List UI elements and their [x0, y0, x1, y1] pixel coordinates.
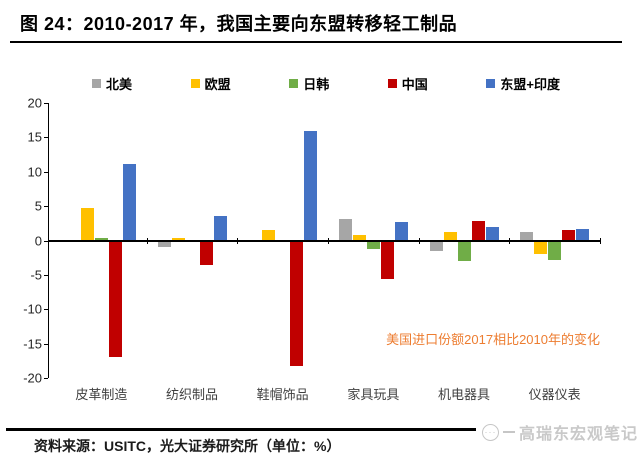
watermark: ··· 高瑞东宏观笔记: [475, 419, 638, 445]
y-axis-tick: [44, 240, 48, 242]
bar-日韩-机电器具: [457, 240, 471, 262]
x-axis-category-label: 机电器具: [437, 387, 490, 402]
title-underline: [10, 41, 622, 43]
bar-北美-家具玩具: [338, 219, 352, 241]
legend-swatch-icon: [190, 78, 200, 88]
y-axis-tick: [44, 171, 48, 173]
bar-东盟+印度-机电器具: [485, 226, 499, 241]
bar-中国-机电器具: [471, 220, 485, 241]
category-boundary-tick: [328, 237, 329, 244]
y-axis-label: -20: [23, 370, 42, 386]
footer-divider: [6, 428, 520, 431]
bar-中国-皮革制造: [108, 240, 122, 357]
y-axis-label: -10: [23, 301, 42, 317]
watermark-text: 高瑞东宏观笔记: [518, 426, 638, 443]
bar-欧盟-鞋帽饰品: [262, 230, 276, 241]
legend-item: 中国: [387, 74, 428, 93]
bar-中国-家具玩具: [380, 240, 394, 279]
category-boundary-tick: [600, 237, 601, 244]
bar-东盟+印度-皮革制造: [122, 163, 136, 241]
category-boundary-tick: [237, 237, 239, 244]
x-axis-category-label: 皮革制造: [75, 387, 128, 402]
legend-item: 东盟+印度: [486, 74, 560, 93]
legend-item: 日韩: [289, 74, 329, 93]
bar-中国-仪器仪表: [562, 229, 576, 241]
legend-swatch-icon: [486, 78, 496, 88]
category-boundary-tick: [146, 237, 148, 244]
bar-东盟+印度-仪器仪表: [576, 228, 590, 241]
y-axis-line: [48, 103, 49, 378]
y-axis-tick: [44, 309, 48, 311]
y-axis-tick: [44, 343, 48, 345]
bar-北美-纺织制品: [157, 240, 171, 248]
x-axis-category-label: 鞋帽饰品: [256, 387, 309, 402]
bar-日韩-仪器仪表: [548, 240, 562, 261]
legend-swatch-icon: [387, 78, 397, 88]
legend-label: 日韩: [303, 76, 330, 92]
bar-中国-鞋帽饰品: [290, 240, 304, 367]
y-axis-label: 0: [34, 233, 42, 248]
legend-swatch-icon: [289, 78, 299, 88]
bar-欧盟-纺织制品: [171, 237, 185, 241]
bar-日韩-皮革制造: [94, 237, 108, 241]
category-boundary-tick: [509, 237, 511, 244]
source-text: 资料来源：USITC，光大证券研究所（单位：%）: [34, 438, 341, 454]
legend-item: 北美: [92, 74, 132, 93]
legend-item: 欧盟: [190, 74, 231, 93]
bar-欧盟-皮革制造: [80, 207, 94, 241]
bar-欧盟-仪器仪表: [534, 240, 548, 255]
y-axis-label: 15: [27, 129, 42, 145]
dots-face-logo-icon: ···: [481, 423, 499, 441]
x-axis-category-label: 纺织制品: [165, 387, 218, 402]
x-axis-category-label: 家具玩具: [347, 387, 400, 402]
legend-swatch-icon: [92, 78, 101, 88]
legend-label: 中国: [401, 76, 428, 92]
y-axis-tick: [44, 206, 48, 208]
legend-label: 东盟+印度: [500, 76, 560, 92]
bar-东盟+印度-纺织制品: [213, 216, 227, 241]
y-axis-tick: [44, 274, 48, 276]
chart-annotation: 美国进口份额2017相比2010年的变化: [386, 332, 600, 347]
y-axis-label: 10: [27, 164, 42, 180]
bar-东盟+印度-家具玩具: [394, 221, 408, 241]
bar-北美-机电器具: [429, 240, 443, 251]
bar-欧盟-机电器具: [443, 231, 457, 241]
y-axis-label: -15: [23, 336, 42, 352]
legend-label: 北美: [106, 76, 133, 92]
bar-东盟+印度-鞋帽饰品: [304, 130, 318, 241]
y-axis-label: 20: [27, 95, 42, 111]
watermark-dash: [502, 431, 515, 433]
y-axis-label: 5: [34, 198, 42, 214]
category-boundary-tick: [418, 237, 420, 244]
bar-欧盟-家具玩具: [352, 235, 366, 241]
bar-北美-仪器仪表: [520, 232, 534, 241]
chart-legend: 北美 欧盟 日韩 中国 东盟+印度: [92, 74, 560, 92]
y-axis-label: -5: [30, 267, 42, 283]
bar-日韩-家具玩具: [366, 240, 380, 250]
y-axis-tick: [44, 378, 48, 379]
zero-baseline: [48, 239, 600, 242]
y-axis-tick: [44, 103, 48, 104]
legend-label: 欧盟: [204, 76, 231, 92]
y-axis-tick: [44, 137, 48, 139]
figure-title: 图 24：2010-2017 年，我国主要向东盟转移轻工制品: [20, 14, 458, 34]
x-axis-category-label: 仪器仪表: [528, 387, 581, 402]
bar-中国-纺织制品: [199, 240, 213, 266]
